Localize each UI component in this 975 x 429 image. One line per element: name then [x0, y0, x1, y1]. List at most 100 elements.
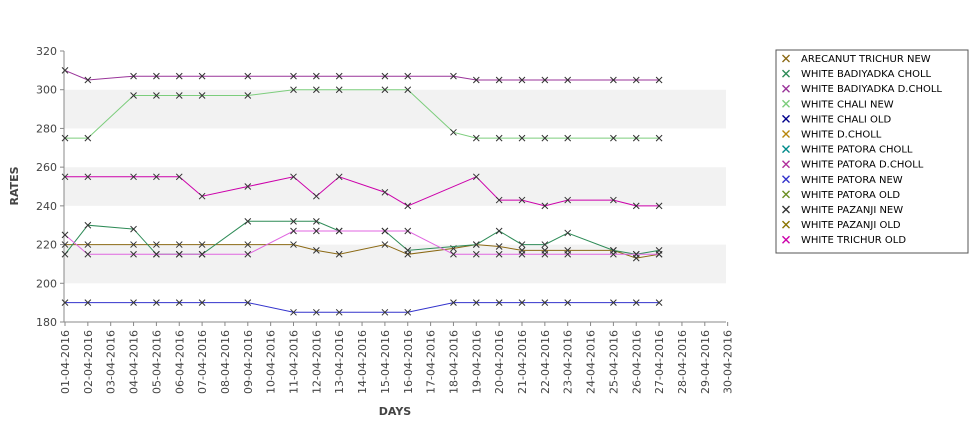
- data-point: [610, 134, 617, 142]
- plot-band: [64, 244, 726, 284]
- data-point: [153, 241, 160, 248]
- legend-item: WHITE TRICHUR OLD: [782, 235, 906, 246]
- legend-marker: [782, 235, 790, 244]
- x-axis-title: DAYS: [379, 405, 412, 418]
- data-point: [495, 227, 503, 235]
- legend-label: WHITE CHALI OLD: [801, 114, 891, 125]
- legend-marker: [782, 99, 790, 108]
- data-point: [564, 196, 572, 204]
- x-tick-label: 28-04-2016: [676, 330, 689, 394]
- legend-item: WHITE PATORA OLD: [782, 190, 900, 201]
- legend-label: ARECANUT TRICHUR NEW: [801, 54, 931, 65]
- x-tick-label: 11-04-2016: [288, 330, 301, 394]
- plot-band: [64, 167, 726, 206]
- data-point: [632, 76, 640, 84]
- data-point: [655, 76, 663, 84]
- data-point: [312, 247, 320, 254]
- data-point: [312, 192, 320, 200]
- data-point: [244, 299, 252, 306]
- legend-marker: [782, 145, 790, 154]
- data-point: [312, 308, 320, 316]
- x-tick-label: 18-04-2016: [447, 330, 460, 394]
- data-point: [564, 299, 572, 306]
- legend-marker: [782, 130, 790, 138]
- data-point: [655, 134, 663, 142]
- legend-label: WHITE PAZANJI NEW: [801, 205, 903, 216]
- data-point: [290, 72, 297, 80]
- data-point: [404, 247, 412, 254]
- y-tick-label: 180: [36, 316, 57, 329]
- data-point: [175, 250, 183, 258]
- data-point: [404, 227, 412, 235]
- data-point: [518, 134, 526, 142]
- legend-item: WHITE D.CHOLL: [782, 130, 882, 141]
- data-point: [335, 72, 343, 80]
- legend-marker: [782, 160, 790, 169]
- legend-marker: [782, 69, 790, 78]
- legend-item: WHITE PATORA NEW: [782, 175, 903, 186]
- y-axis-title: RATES: [8, 166, 21, 205]
- plot-bands: [64, 51, 726, 322]
- data-point: [404, 72, 412, 80]
- legend-item: WHITE BADIYADKA CHOLL: [782, 69, 932, 80]
- data-point: [632, 299, 640, 306]
- data-point: [450, 128, 457, 136]
- data-point: [61, 299, 69, 306]
- y-tick-label: 280: [36, 122, 57, 135]
- data-point: [381, 188, 389, 196]
- data-point: [244, 183, 252, 190]
- y-tick-label: 300: [36, 84, 57, 97]
- data-point: [335, 173, 343, 181]
- data-point: [290, 86, 297, 94]
- data-point: [655, 299, 663, 306]
- data-point: [290, 241, 297, 248]
- x-tick-label: 08-04-2016: [219, 330, 232, 394]
- data-point: [541, 241, 549, 248]
- data-point: [472, 250, 480, 258]
- x-tick-label: 05-04-2016: [150, 330, 163, 394]
- x-tick-label: 26-04-2016: [630, 330, 643, 394]
- data-point: [518, 196, 526, 204]
- legend-label: WHITE BADIYADKA D.CHOLL: [801, 84, 942, 95]
- data-point: [244, 241, 252, 248]
- x-tick-label: 24-04-2016: [585, 330, 598, 394]
- data-point: [198, 299, 206, 306]
- x-tick-label: 20-04-2016: [493, 330, 506, 394]
- series-3: [61, 86, 663, 142]
- data-point: [335, 308, 343, 316]
- data-point: [244, 250, 252, 258]
- legend-label: WHITE PAZANJI OLD: [801, 220, 901, 231]
- legend-item: WHITE PATORA CHOLL: [782, 145, 913, 156]
- legend-marker: [782, 54, 790, 63]
- data-point: [541, 202, 549, 210]
- x-tick-label: 13-04-2016: [333, 330, 346, 394]
- x-tick-label: 25-04-2016: [607, 330, 620, 394]
- data-point: [335, 250, 343, 258]
- legend-item: WHITE PAZANJI NEW: [782, 205, 903, 216]
- x-tick-label: 22-04-2016: [539, 330, 552, 394]
- legend-marker: [782, 114, 790, 123]
- data-point: [335, 86, 343, 94]
- legend-label: WHITE BADIYADKA CHOLL: [801, 69, 932, 80]
- data-point: [198, 250, 206, 258]
- data-point: [564, 229, 572, 237]
- data-point: [84, 221, 92, 229]
- series-13: [61, 227, 663, 258]
- x-tick-label: 23-04-2016: [562, 330, 575, 394]
- data-point: [61, 250, 69, 258]
- data-point: [175, 92, 183, 99]
- x-axis: 01-04-2016 02-04-2016 03-04-2016 04-04-2016…: [59, 321, 735, 394]
- data-point: [84, 173, 92, 181]
- legend-label: WHITE PATORA NEW: [801, 175, 903, 186]
- data-point: [495, 76, 503, 84]
- data-point: [312, 72, 320, 80]
- legend-item: ARECANUT TRICHUR NEW: [782, 54, 931, 65]
- data-point: [175, 299, 183, 306]
- data-point: [610, 250, 617, 258]
- data-point: [541, 250, 549, 258]
- data-point: [495, 134, 503, 142]
- data-point: [84, 134, 92, 142]
- y-tick-label: 200: [36, 277, 57, 290]
- data-point: [61, 231, 69, 239]
- x-tick-label: 06-04-2016: [173, 330, 186, 394]
